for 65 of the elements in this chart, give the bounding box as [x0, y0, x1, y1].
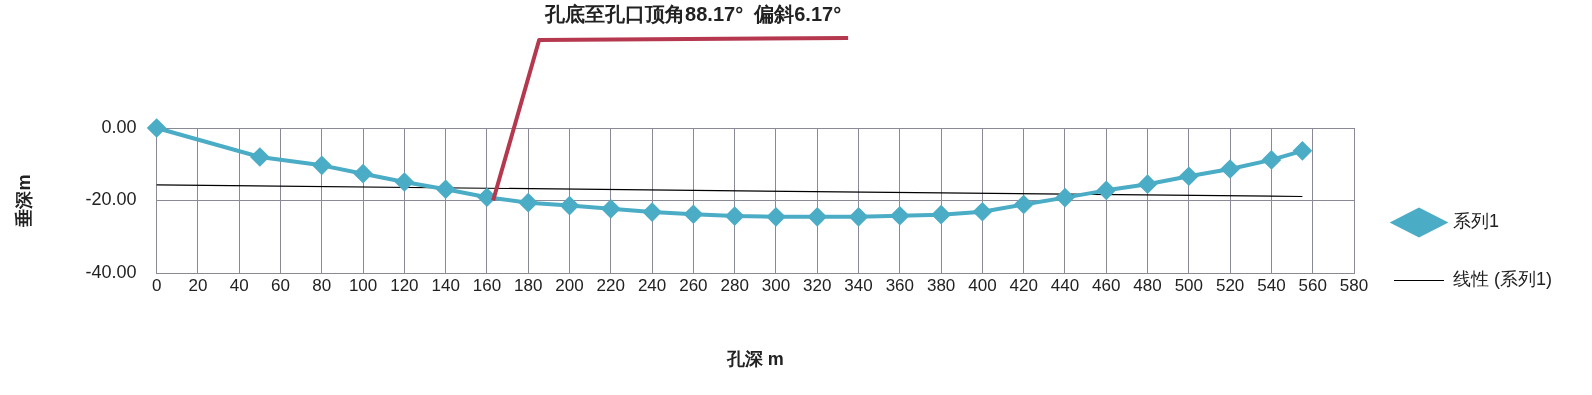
point: [643, 203, 662, 222]
x-tick-label: 100: [348, 275, 378, 295]
point: [519, 193, 538, 212]
x-tick-label: 500: [1174, 275, 1204, 295]
x-tick-label: 380: [926, 275, 956, 295]
x-tick-label: 40: [229, 275, 249, 295]
y-tick-label: -20.00: [85, 189, 137, 210]
point: [395, 173, 414, 192]
x-tick-label: 340: [844, 275, 873, 295]
point: [1221, 159, 1240, 178]
x-tick-label: 580: [1339, 275, 1369, 295]
point: [932, 205, 951, 224]
x-tick-label: 280: [720, 275, 749, 295]
point: [1262, 150, 1281, 169]
x-tick-label: 440: [1050, 275, 1080, 295]
point: [477, 188, 496, 207]
x-tick-label: 260: [679, 275, 708, 295]
y-tick-label: -40.00: [85, 261, 137, 282]
point: [601, 199, 620, 218]
x-tick-label: 540: [1257, 275, 1286, 295]
x-tick-label: 560: [1298, 275, 1327, 295]
point: [560, 196, 579, 215]
point: [147, 119, 166, 137]
point: [1293, 141, 1312, 160]
point: [1014, 195, 1033, 214]
point: [849, 207, 868, 226]
x-tick-label: 520: [1215, 275, 1245, 295]
point: [973, 202, 992, 221]
point: [1097, 181, 1116, 200]
annotation: 孔底至孔口顶角88.17° 偏斜6.17°: [544, 2, 842, 25]
x-tick-label: 360: [885, 275, 915, 295]
point: [890, 206, 909, 225]
x-tick-label: 240: [637, 275, 667, 295]
y-tick-label: 0.00: [101, 116, 137, 137]
x-tick-label: 0: [151, 275, 162, 295]
point: [766, 207, 785, 226]
point: [250, 148, 269, 166]
y-axis-title: 垂深m: [13, 174, 34, 228]
x-tick-label: 160: [472, 275, 502, 295]
x-tick-label: 140: [431, 275, 460, 295]
legend-label: 线性 (系列1): [1453, 269, 1552, 290]
x-tick-label: 320: [803, 275, 832, 295]
point: [354, 164, 373, 183]
x-tick-label: 20: [188, 275, 208, 295]
point: [1055, 188, 1074, 207]
point: [436, 180, 455, 199]
x-tick-label: 60: [271, 275, 290, 295]
x-tick-label: 120: [390, 275, 419, 295]
x-tick-label: 200: [555, 275, 584, 295]
point: [725, 207, 744, 226]
x-tick-label: 80: [312, 275, 332, 295]
point: [312, 156, 331, 175]
x-tick-label: 400: [968, 275, 997, 295]
x-tick-label: 460: [1092, 275, 1121, 295]
x-axis-title: 孔深 m: [725, 349, 784, 370]
x-tick-label: 300: [761, 275, 791, 295]
legend-label: 系列1: [1453, 211, 1500, 232]
x-tick-label: 480: [1133, 275, 1162, 295]
x-tick-label: 420: [1009, 275, 1038, 295]
point: [1138, 175, 1157, 194]
point: [1179, 167, 1198, 186]
x-tick-label: 180: [514, 275, 543, 295]
point: [684, 205, 703, 224]
point: [808, 207, 827, 226]
x-tick-label: 220: [596, 275, 625, 295]
